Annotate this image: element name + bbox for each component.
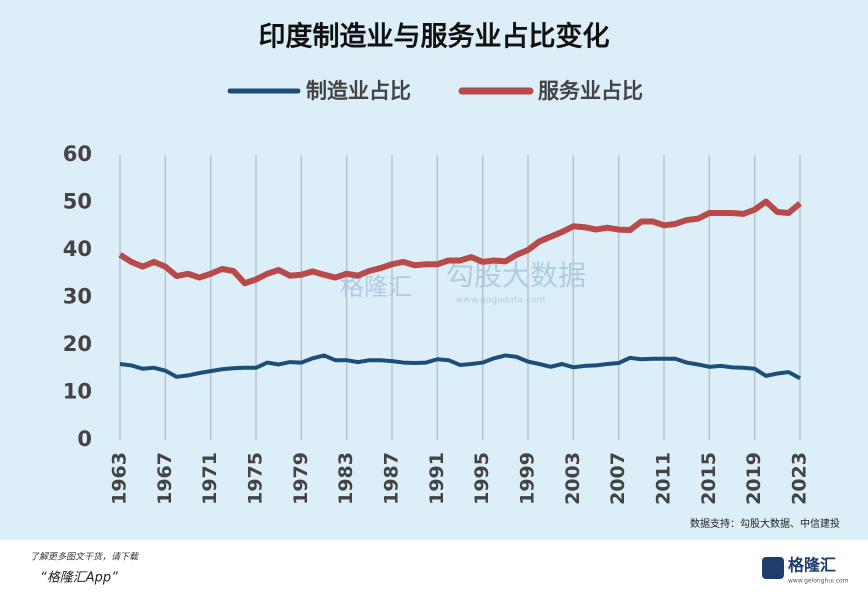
footer-logo-url: www.gelonghui.com xyxy=(788,578,849,585)
x-tick-label: 1991 xyxy=(426,452,448,505)
y-tick-label: 40 xyxy=(63,237,92,261)
x-tick-label: 1963 xyxy=(109,452,131,505)
chart-background xyxy=(0,0,868,540)
footer-logo: 格隆汇 xyxy=(788,556,836,575)
x-tick-label: 1999 xyxy=(517,452,539,505)
legend-label: 服务业占比 xyxy=(538,79,643,103)
x-tick-label: 1971 xyxy=(199,452,221,505)
x-tick-label: 1979 xyxy=(290,452,312,505)
x-tick-label: 1995 xyxy=(471,452,493,505)
y-tick-label: 20 xyxy=(63,332,92,356)
y-tick-label: 60 xyxy=(63,142,92,166)
x-tick-label: 2023 xyxy=(789,452,811,505)
chart-title: 印度制造业与服务业占比变化 xyxy=(259,21,610,53)
x-tick-label: 2015 xyxy=(698,452,720,505)
series-line xyxy=(119,353,801,381)
watermark: www.gogudata.com xyxy=(456,296,545,306)
source-note: 数据支持：勾股大数据、中信建投 xyxy=(690,517,840,530)
footer-app: “格隆汇App” xyxy=(40,571,118,586)
x-tick-label: 2019 xyxy=(743,452,765,505)
x-tick-label: 2011 xyxy=(653,452,675,505)
x-tick-label: 1975 xyxy=(245,452,267,505)
series-line xyxy=(118,198,802,287)
y-tick-label: 10 xyxy=(63,380,92,404)
y-tick-label: 0 xyxy=(77,427,92,451)
x-tick-label: 1987 xyxy=(381,452,403,505)
x-tick-label: 1983 xyxy=(335,452,357,505)
watermark: 勾股大数据 xyxy=(446,259,586,292)
logo-icon xyxy=(762,557,784,579)
x-tick-label: 2007 xyxy=(607,452,629,505)
x-tick-label: 2003 xyxy=(562,452,584,505)
y-tick-label: 50 xyxy=(63,190,92,214)
x-tick-label: 1967 xyxy=(154,452,176,505)
y-tick-label: 30 xyxy=(63,285,92,309)
legend-label: 制造业占比 xyxy=(306,79,411,103)
footer-prompt: 了解更多图文干货，请下载 xyxy=(30,552,139,563)
